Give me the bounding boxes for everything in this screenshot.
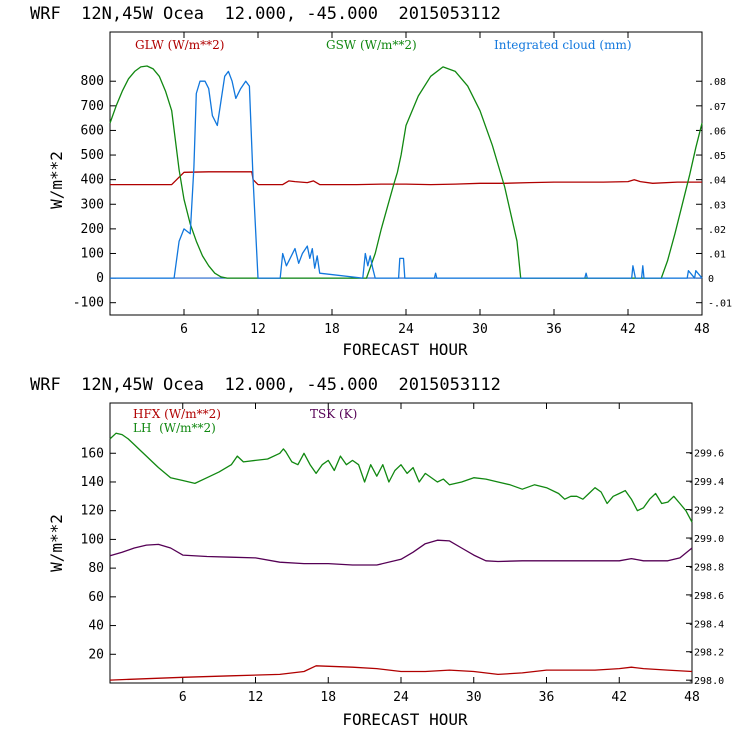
legend-hfx: HFX (W/m**2): [133, 407, 221, 421]
x-tick-label: 48: [694, 322, 710, 337]
top-chart-header: WRF 12N,45W Ocea 12.000, -45.000 2015053…: [30, 4, 501, 24]
series-line-integrated: [110, 70, 703, 279]
y2-tick-label: -298.4: [688, 619, 724, 630]
y-tick-label: 700: [81, 99, 104, 114]
y2-tick-label: -299.4: [688, 477, 724, 488]
y2-tick-label: -299.0: [688, 534, 724, 545]
y2-tick-label: -298.8: [688, 562, 724, 573]
x-tick-label: 12: [248, 690, 264, 705]
y-tick-label: 200: [81, 222, 104, 237]
legend-tsk: TSK (K): [310, 407, 357, 421]
y-tick-label: 40: [88, 619, 104, 634]
series-line-hfx: [109, 665, 693, 681]
y-tick-label: 60: [88, 590, 104, 605]
x-tick-label: 18: [324, 322, 340, 337]
legend-glw: GLW (W/m**2): [135, 38, 224, 52]
x-tick-label: 48: [684, 690, 700, 705]
top-x-axis-label: FORECAST HOUR: [342, 340, 468, 359]
x-tick-label: 42: [620, 322, 636, 337]
y2-tick-label: .07: [708, 102, 726, 113]
y2-tick-label: .04: [708, 176, 726, 187]
y2-tick-label: -298.6: [688, 591, 724, 602]
y-tick-label: 120: [81, 504, 104, 519]
x-tick-label: 36: [539, 690, 555, 705]
y-tick-label: 80: [88, 561, 104, 576]
legend-integrated-cloud: Integrated cloud (mm): [494, 38, 632, 52]
y-tick-label: 0: [96, 271, 104, 286]
y2-tick-label: .02: [708, 225, 726, 236]
y-tick-label: 400: [81, 173, 104, 188]
x-tick-label: 30: [466, 690, 482, 705]
bottom-chart-header: WRF 12N,45W Ocea 12.000, -45.000 2015053…: [30, 375, 501, 395]
bottom-marks: 6 12 18 24 30 36 42 48 20 40 60 80 100 120 140 160 -298.…: [81, 403, 724, 705]
x-tick-label: 30: [472, 322, 488, 337]
y-tick-label: 300: [81, 197, 104, 212]
top-plot-frame: [109, 31, 703, 316]
y-tick-label: 100: [81, 246, 104, 261]
legend-lh: LH (W/m**2): [133, 421, 216, 435]
x-tick-label: 24: [393, 690, 409, 705]
x-tick-label: 42: [611, 690, 627, 705]
series-line-lh: [109, 432, 693, 523]
y-tick-label: -100: [73, 296, 104, 311]
top-y-axis-label: W/m**2: [47, 151, 66, 209]
y-tick-label: 800: [81, 74, 104, 89]
bottom-y-axis-label: W/m**2: [47, 514, 66, 572]
series-line-glw: [110, 171, 702, 186]
x-tick-label: 36: [546, 322, 562, 337]
series-line-gsw: [109, 65, 703, 279]
y2-tick-label: .03: [708, 200, 726, 211]
y-tick-label: 600: [81, 123, 104, 138]
top-marks: 6 12 18 24 30 36 42 48 -100 0 100 200 300 400 500 600 70…: [73, 32, 732, 337]
top-chart: WRF 12N,45W Ocea 12.000, -45.000 2015053…: [30, 4, 732, 359]
y2-tick-label: -298.0: [688, 676, 724, 687]
y-tick-label: 100: [81, 532, 104, 547]
y2-tick-label: .05: [708, 151, 726, 162]
series-line-tsk: [109, 539, 693, 566]
bottom-chart: WRF 12N,45W Ocea 12.000, -45.000 2015053…: [30, 375, 724, 729]
y-tick-label: 160: [81, 446, 104, 461]
y2-tick-label: .01: [708, 249, 726, 260]
bottom-plot-frame: [109, 402, 693, 684]
x-tick-label: 18: [320, 690, 336, 705]
bottom-x-axis-label: FORECAST HOUR: [342, 710, 468, 729]
y-tick-label: 500: [81, 148, 104, 163]
x-tick-label: 12: [250, 322, 266, 337]
x-tick-label: 6: [180, 322, 188, 337]
y-tick-label: 140: [81, 475, 104, 490]
y2-tick-label: -298.2: [688, 648, 724, 659]
y2-tick-label: .08: [708, 77, 726, 88]
y2-tick-label: 0: [708, 274, 714, 285]
y2-tick-label: -.01: [708, 299, 732, 310]
legend-gsw: GSW (W/m**2): [326, 38, 417, 52]
y2-tick-label: -299.2: [688, 506, 724, 517]
x-tick-label: 24: [398, 322, 414, 337]
y2-tick-label: -299.6: [688, 449, 724, 460]
y-tick-label: 20: [88, 647, 104, 662]
y2-tick-label: .06: [708, 126, 726, 137]
x-tick-label: 6: [179, 690, 187, 705]
